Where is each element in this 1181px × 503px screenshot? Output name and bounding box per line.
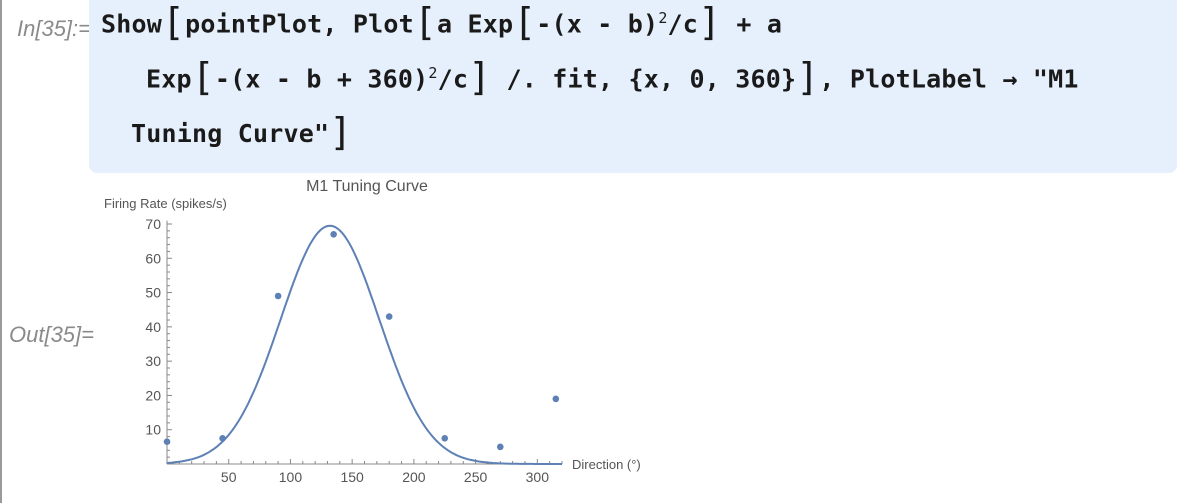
data-point xyxy=(496,443,504,451)
code-bracket-open: [ xyxy=(191,55,215,100)
data-point xyxy=(330,230,337,238)
x-tick-label: 50 xyxy=(221,469,237,485)
data-point xyxy=(385,313,393,320)
x-tick-label: 150 xyxy=(340,469,364,485)
code-token-expr2: -(x - b + 360) xyxy=(214,64,429,94)
chart-ticks: 50 100 150 200 250 300 10 20 30 40 50 60 70 xyxy=(145,216,563,485)
data-point xyxy=(274,292,282,300)
code-token-show: Show xyxy=(101,9,163,39)
code-token-plotlabel: , PlotLabel → "M1 xyxy=(819,64,1079,94)
y-tick-label: 60 xyxy=(145,250,161,266)
data-point xyxy=(552,395,560,403)
x-tick-label: 200 xyxy=(402,469,426,485)
y-tick-label: 40 xyxy=(145,319,161,335)
input-cell[interactable] xyxy=(89,0,1177,173)
y-tick-label: 30 xyxy=(145,353,161,369)
code-bracket-open: [ xyxy=(413,0,437,45)
y-axis-label: Firing Rate (spikes/s) xyxy=(104,196,227,211)
tuning-curve-chart[interactable]: M1 Tuning Curve Firing Rate (spikes/s) D… xyxy=(96,170,696,495)
x-tick-label: 300 xyxy=(526,469,550,485)
data-point xyxy=(163,438,171,446)
code-bracket-close: ] xyxy=(796,55,820,100)
x-tick-label: 250 xyxy=(464,469,488,485)
code-token-fit: /. fit, {x, 0, 360} xyxy=(491,64,797,94)
y-tick-label: 20 xyxy=(145,387,161,403)
code-line-3[interactable]: Tuning Curve"] xyxy=(131,113,352,151)
chart-title: M1 Tuning Curve xyxy=(306,178,428,195)
data-points xyxy=(163,230,560,451)
x-tick-label: 100 xyxy=(279,469,303,485)
code-token-plus: + a xyxy=(721,9,783,39)
fit-curve xyxy=(166,224,562,465)
code-exponent: 2 xyxy=(428,64,438,82)
x-axis-label: Direction (°) xyxy=(572,457,641,472)
code-bracket-open: [ xyxy=(513,0,537,45)
data-point xyxy=(219,434,226,442)
code-line-2[interactable]: Exp[-(x - b + 360)2/c] /. fit, {x, 0, 36… xyxy=(146,58,1079,96)
y-tick-label: 50 xyxy=(145,285,161,301)
y-tick-label: 70 xyxy=(145,216,161,232)
code-line-1[interactable]: Show[pointPlot, Plot[a Exp[-(x - b)2/c] … xyxy=(101,3,783,41)
code-bracket-close: ] xyxy=(698,0,722,45)
code-exponent: 2 xyxy=(658,9,668,27)
code-token-aexp: a Exp xyxy=(436,9,514,39)
code-token-div2: /c xyxy=(437,64,469,94)
code-token-plot: pointPlot, Plot xyxy=(185,9,414,39)
y-tick-label: 10 xyxy=(145,422,161,438)
code-bracket-open: [ xyxy=(162,0,186,45)
notebook-left-rule xyxy=(0,0,2,503)
code-bracket-close: ] xyxy=(329,110,353,154)
code-bracket-close: ] xyxy=(468,55,492,100)
code-token-tuning: Tuning Curve" xyxy=(131,119,330,148)
chart-axes xyxy=(166,220,562,465)
code-token-div: /c xyxy=(667,9,699,39)
code-token-exp: Exp xyxy=(146,64,192,94)
input-cell-label: In[35]:= xyxy=(17,16,92,41)
data-point xyxy=(441,434,449,442)
output-cell-label: Out[35]= xyxy=(9,322,95,347)
code-token-expr: -(x - b) xyxy=(536,9,659,39)
